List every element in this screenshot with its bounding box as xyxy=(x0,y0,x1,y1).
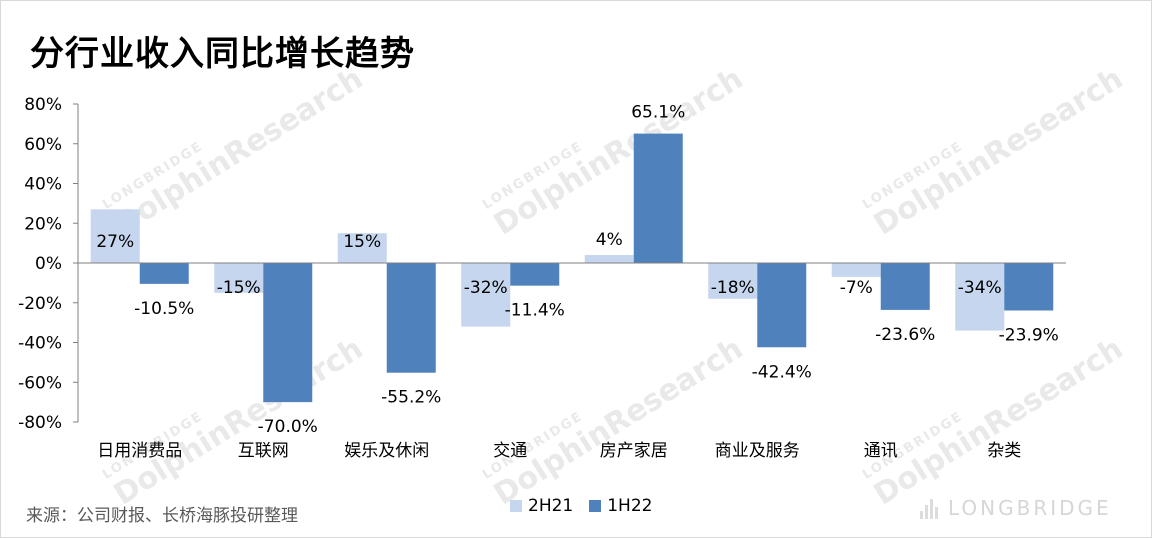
x-tick-label: 日用消费品 xyxy=(97,441,182,461)
data-label-1h22: -42.4% xyxy=(752,362,812,382)
data-label-1h22: -11.4% xyxy=(505,301,565,321)
bar-2h21 xyxy=(955,263,1005,331)
bar-1h22 xyxy=(757,263,807,348)
y-tick-label: -40% xyxy=(18,334,62,354)
y-tick-label: -80% xyxy=(18,413,62,433)
data-label-2h21: -34% xyxy=(958,278,1002,298)
bar-1h22 xyxy=(510,263,560,286)
brand-bars-icon xyxy=(920,497,940,519)
bar-2h21 xyxy=(584,255,634,263)
chart-title: 分行业收入同比增长趋势 xyxy=(30,34,415,74)
x-tick-label: 通讯 xyxy=(864,441,898,461)
source-note: 来源：公司财报、长桥海豚投研整理 xyxy=(26,506,298,526)
brand-name: LONGBRIDGE xyxy=(948,496,1112,520)
legend-item-1h22: 1H22 xyxy=(589,496,652,516)
bar-2h21 xyxy=(337,233,387,263)
y-tick-label: 40% xyxy=(24,175,62,195)
bar-2h21 xyxy=(831,263,881,277)
data-label-1h22: 65.1% xyxy=(631,103,685,123)
data-label-2h21: 27% xyxy=(96,232,134,252)
y-tick-label: 20% xyxy=(24,214,62,234)
x-tick-label: 房产家居 xyxy=(600,441,668,461)
bar-1h22 xyxy=(633,133,683,263)
data-label-1h22: -10.5% xyxy=(134,299,194,319)
legend-item-2h21: 2H21 xyxy=(510,496,573,516)
brand-logo: LONGBRIDGE xyxy=(920,496,1112,520)
bar-1h22 xyxy=(1004,263,1054,311)
data-label-2h21: -18% xyxy=(711,278,755,298)
y-tick-label: -20% xyxy=(18,294,62,314)
x-tick-label: 互联网 xyxy=(238,441,289,461)
bar-2h21 xyxy=(708,263,758,299)
bar-1h22 xyxy=(263,263,313,403)
data-label-2h21: -15% xyxy=(217,278,261,298)
data-label-2h21: 4% xyxy=(596,230,623,250)
data-label-2h21: 15% xyxy=(343,232,381,252)
legend-label-2h21: 2H21 xyxy=(528,496,574,516)
x-tick-label: 杂类 xyxy=(987,441,1021,461)
data-label-2h21: -32% xyxy=(464,278,508,298)
data-label-1h22: -23.9% xyxy=(999,326,1059,346)
bar-1h22 xyxy=(139,263,189,284)
data-label-1h22: -55.2% xyxy=(381,388,441,408)
y-tick-label: -60% xyxy=(18,373,62,393)
y-tick-label: 0% xyxy=(35,254,62,274)
x-tick-label: 交通 xyxy=(493,441,527,461)
x-tick-label: 娱乐及休闲 xyxy=(344,441,429,461)
bar-1h22 xyxy=(386,263,436,373)
bar-2h21 xyxy=(90,209,140,263)
bar-2h21 xyxy=(214,263,264,293)
legend-label-1h22: 1H22 xyxy=(607,496,653,516)
y-tick-label: 60% xyxy=(24,135,62,155)
x-tick-label: 商业及服务 xyxy=(715,441,800,461)
bar-1h22 xyxy=(880,263,930,310)
legend-swatch-2h21 xyxy=(510,500,522,512)
legend: 2H21 1H22 xyxy=(510,496,668,516)
data-label-2h21: -7% xyxy=(840,278,873,298)
data-label-1h22: -23.6% xyxy=(875,325,935,345)
data-label-1h22: -70.0% xyxy=(258,417,318,437)
y-tick-label: 80% xyxy=(24,95,62,115)
legend-swatch-1h22 xyxy=(589,500,602,512)
bar-2h21 xyxy=(461,263,511,327)
